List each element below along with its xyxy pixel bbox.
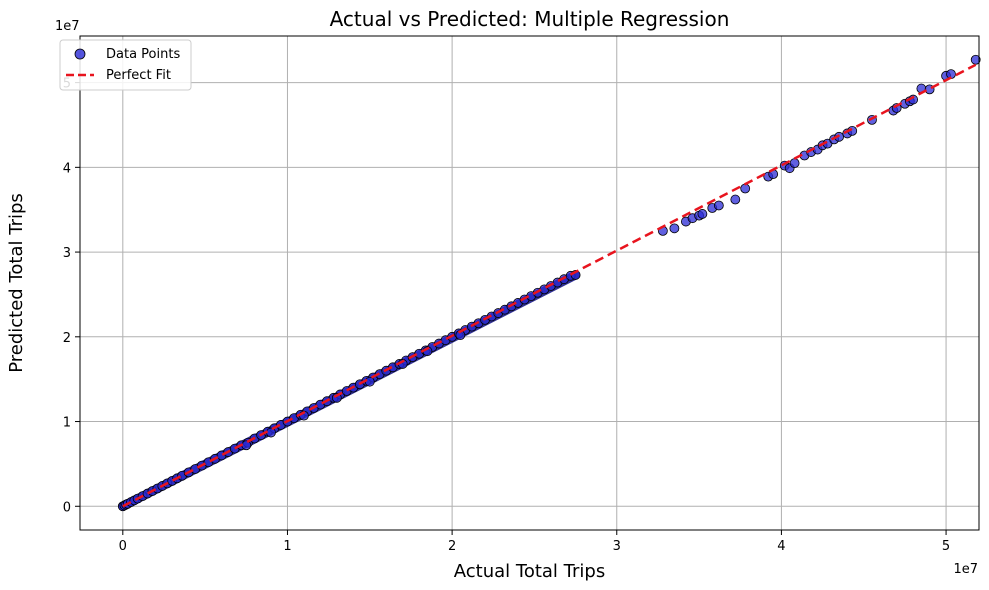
x-tick-label: 3 xyxy=(613,539,621,554)
x-tick-label: 4 xyxy=(777,539,785,554)
x-axis-offset-label: 1e7 xyxy=(953,562,978,577)
x-tick-label: 0 xyxy=(119,539,127,554)
perfect-fit-line xyxy=(122,63,977,508)
data-point xyxy=(713,200,724,211)
plot-frame xyxy=(79,35,980,531)
legend-label-perfect-fit: Perfect Fit xyxy=(106,68,171,83)
x-axis-label: Actual Total Trips xyxy=(454,561,605,582)
legend-box xyxy=(59,39,192,91)
x-tick-label: 5 xyxy=(942,539,950,554)
legend: Data Points Perfect Fit xyxy=(59,39,192,91)
legend-marker-data-points xyxy=(74,48,86,60)
y-axis-offset-label: 1e7 xyxy=(55,19,80,34)
grid xyxy=(80,36,979,530)
data-point xyxy=(970,54,981,65)
data-point xyxy=(669,223,680,234)
y-tick-label: 2 xyxy=(63,331,71,346)
legend-label-data-points: Data Points xyxy=(106,47,180,62)
perfect-fit-line-layer xyxy=(122,63,977,508)
y-tick-label: 4 xyxy=(63,161,71,176)
y-tick-label: 0 xyxy=(63,500,71,515)
data-point xyxy=(730,194,741,205)
y-axis-label: Predicted Total Trips xyxy=(6,193,27,373)
chart-title: Actual vs Predicted: Multiple Regression xyxy=(330,7,730,31)
data-point xyxy=(364,376,375,387)
y-tick-label: 1 xyxy=(63,416,71,431)
y-tick-label: 3 xyxy=(63,246,71,261)
x-tick-label: 1 xyxy=(283,539,291,554)
x-tick-label: 2 xyxy=(448,539,456,554)
data-point xyxy=(789,158,800,169)
data-point xyxy=(697,209,708,219)
